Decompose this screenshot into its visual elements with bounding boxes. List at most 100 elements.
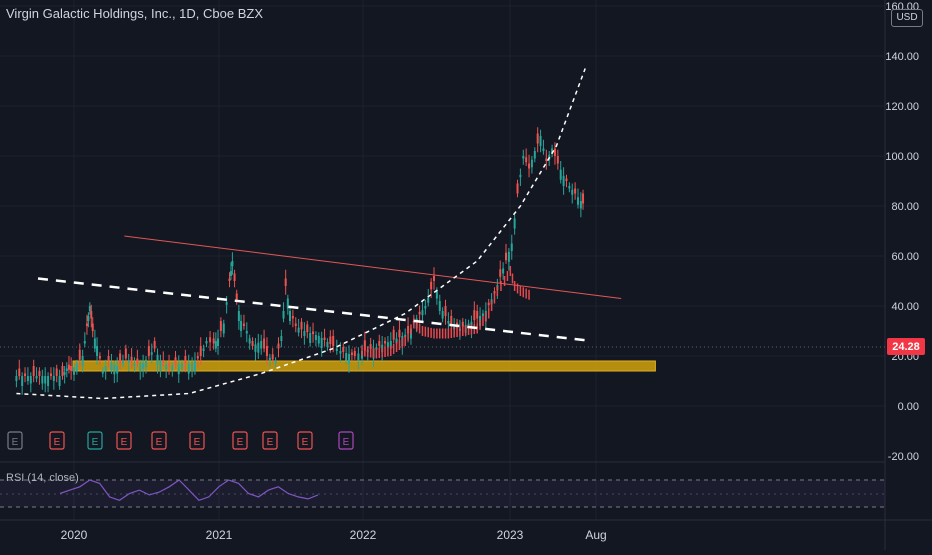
- candle: [73, 367, 75, 375]
- candle: [187, 363, 190, 374]
- candle: [510, 243, 513, 251]
- candle: [438, 301, 441, 311]
- candle: [202, 348, 205, 351]
- candle: [212, 338, 215, 344]
- candle: [551, 148, 554, 154]
- candle: [326, 342, 329, 347]
- candle: [297, 327, 300, 333]
- candle: [85, 323, 88, 326]
- candle: [61, 366, 64, 376]
- candle: [222, 323, 225, 334]
- candle: [263, 338, 266, 349]
- x-tick-label: 2023: [497, 528, 524, 542]
- candle: [171, 365, 174, 371]
- candle: [15, 376, 18, 381]
- earnings-marker: [116, 431, 132, 450]
- candle: [24, 373, 27, 376]
- candle: [363, 340, 366, 351]
- earnings-marker: [49, 431, 65, 450]
- candle: [533, 151, 536, 159]
- y-tick-label: 120.00: [885, 101, 919, 113]
- candle: [162, 360, 165, 363]
- candle: [29, 376, 32, 384]
- candle: [121, 361, 124, 364]
- earnings-marker: [338, 431, 354, 450]
- candle: [26, 376, 29, 381]
- support-zone: [72, 360, 656, 372]
- candle: [522, 156, 525, 159]
- candle: [516, 183, 519, 194]
- candle: [447, 321, 450, 324]
- candle: [300, 321, 303, 330]
- candle: [205, 341, 208, 344]
- candle: [116, 366, 119, 374]
- candle: [38, 371, 41, 376]
- rsi-indicator-label[interactable]: RSI (14, close): [6, 472, 79, 484]
- candle: [214, 341, 217, 349]
- earnings-marker-label: E: [121, 437, 128, 448]
- candle: [357, 353, 360, 361]
- candle: [427, 297, 430, 303]
- earnings-marker-label: E: [237, 437, 244, 448]
- candle: [209, 337, 212, 343]
- candle: [577, 197, 579, 205]
- candle: [568, 186, 571, 189]
- candle: [528, 163, 531, 169]
- candle: [317, 336, 320, 344]
- earnings-marker: [262, 431, 278, 450]
- candle: [395, 338, 398, 344]
- currency-selector[interactable]: USD: [891, 9, 923, 27]
- earnings-marker-label: E: [194, 437, 201, 448]
- candle: [104, 366, 107, 371]
- candle: [90, 311, 93, 319]
- candle: [312, 331, 315, 334]
- candle: [44, 376, 47, 384]
- candle: [309, 333, 312, 343]
- candle: [487, 302, 490, 306]
- earnings-marker-label: E: [267, 437, 274, 448]
- x-tick-label: Aug: [585, 528, 606, 542]
- candle: [49, 373, 52, 376]
- candle: [199, 346, 202, 356]
- candle: [339, 351, 342, 354]
- x-tick-label: 2020: [61, 528, 88, 542]
- candle: [398, 329, 401, 338]
- candle: [177, 364, 180, 375]
- candle: [314, 335, 317, 340]
- earnings-marker-label: E: [92, 437, 99, 448]
- candle: [174, 357, 177, 365]
- candle: [124, 348, 127, 359]
- candle: [291, 316, 294, 319]
- candle: [47, 376, 50, 386]
- candle: [127, 360, 130, 363]
- candle: [88, 306, 91, 311]
- candle: [248, 338, 251, 344]
- candle: [145, 359, 147, 368]
- candle: [229, 271, 232, 276]
- candle: [303, 331, 306, 336]
- candle: [191, 363, 194, 371]
- earnings-marker-label: E: [54, 437, 61, 448]
- candle: [435, 291, 438, 299]
- candle: [530, 159, 533, 168]
- candle: [150, 352, 153, 355]
- candle: [184, 356, 187, 364]
- candle: [113, 364, 116, 375]
- candle: [133, 363, 136, 366]
- y-tick-label: -20.00: [888, 451, 919, 463]
- earnings-marker: [189, 431, 205, 450]
- candle: [353, 351, 356, 356]
- candle: [505, 252, 507, 261]
- symbol-title: Virgin Galactic Holdings, Inc., 1D, Cboe…: [6, 6, 263, 21]
- candle: [251, 341, 254, 346]
- candle: [63, 372, 66, 375]
- candle: [444, 306, 447, 316]
- candle: [289, 311, 291, 321]
- earnings-marker-label: E: [343, 437, 350, 448]
- candle: [265, 346, 268, 356]
- y-tick-label: 80.00: [891, 201, 919, 213]
- candle: [101, 371, 104, 374]
- candle: [507, 251, 510, 262]
